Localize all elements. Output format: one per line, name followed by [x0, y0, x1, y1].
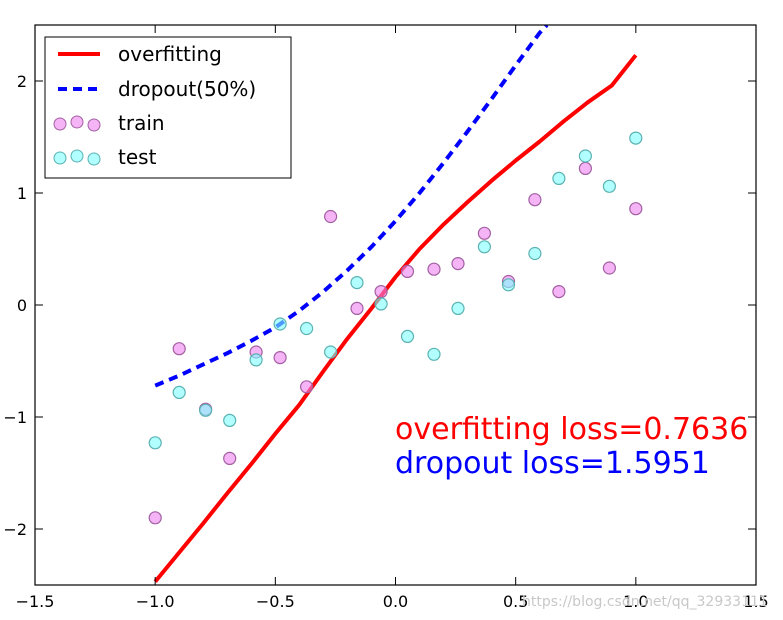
train-point — [477, 226, 491, 240]
test-point — [324, 345, 338, 359]
legend-overfitting-label: overfitting — [118, 42, 222, 66]
y-tick-label: 2 — [17, 72, 27, 91]
legend-box — [44, 36, 292, 179]
train-point — [602, 261, 617, 275]
train-point — [300, 380, 314, 394]
legend-test-swatch — [53, 149, 101, 166]
axis-ticks: −1.5 −1.0 −0.5 0.0 0.5 1.0 1.5 2 1 0 −1 −2 — [3, 25, 769, 611]
train-point — [629, 202, 643, 216]
train-point — [172, 342, 186, 356]
test-point — [300, 321, 314, 336]
test-point — [477, 240, 491, 254]
x-tick-label: 1.0 — [623, 592, 648, 611]
test-point — [172, 385, 186, 399]
x-tick-label: −1.0 — [136, 592, 175, 611]
test-point — [273, 317, 287, 331]
plot-area — [148, 25, 643, 583]
overfitting-loss-annotation: overfitting loss=0.7636 — [395, 412, 748, 447]
train-point — [148, 511, 162, 525]
train-point — [350, 301, 364, 315]
test-point — [223, 413, 237, 427]
test-point — [374, 297, 388, 311]
test-point — [427, 347, 441, 361]
train-point — [427, 262, 441, 276]
legend-dropout-label: dropout(50%) — [118, 77, 256, 101]
train-point — [451, 257, 465, 271]
x-tick-label: −0.5 — [256, 592, 295, 611]
train-point — [374, 285, 388, 299]
train-point — [578, 161, 593, 175]
train-point — [400, 264, 415, 278]
test-point — [501, 278, 516, 292]
test-point — [528, 246, 542, 261]
test-point — [148, 436, 162, 450]
legend-test-label: test — [118, 145, 157, 169]
test-point — [199, 403, 213, 417]
legend-train-label: train — [118, 111, 165, 135]
legend: overfitting dropout(50%) train test — [44, 36, 292, 179]
y-tick-label: −1 — [3, 408, 27, 427]
legend-train-swatch — [53, 115, 101, 132]
overfitting-line — [153, 53, 638, 583]
x-tick-label: 0.5 — [503, 592, 528, 611]
test-point — [400, 329, 415, 343]
test-point — [578, 149, 593, 163]
train-point — [223, 451, 237, 465]
train-point — [528, 193, 542, 207]
train-point — [324, 209, 338, 224]
test-point — [350, 276, 364, 290]
train-point — [552, 285, 566, 299]
watermark: https://blog.csdn.net/qq_32933111 — [522, 594, 768, 610]
x-tick-label: 1.5 — [743, 592, 768, 611]
test-point — [602, 179, 617, 193]
test-point — [451, 301, 465, 315]
dropout-line — [154, 25, 549, 388]
y-tick-label: 0 — [17, 296, 27, 315]
y-tick-label: 1 — [17, 184, 27, 203]
train-point — [273, 351, 287, 365]
test-point — [629, 131, 643, 145]
y-tick-label: −2 — [3, 520, 27, 539]
test-point — [249, 353, 263, 367]
x-tick-label: 0.0 — [383, 592, 408, 611]
test-point — [552, 171, 566, 185]
dropout-loss-annotation: dropout loss=1.5951 — [395, 446, 710, 481]
x-tick-label: −1.5 — [16, 592, 55, 611]
